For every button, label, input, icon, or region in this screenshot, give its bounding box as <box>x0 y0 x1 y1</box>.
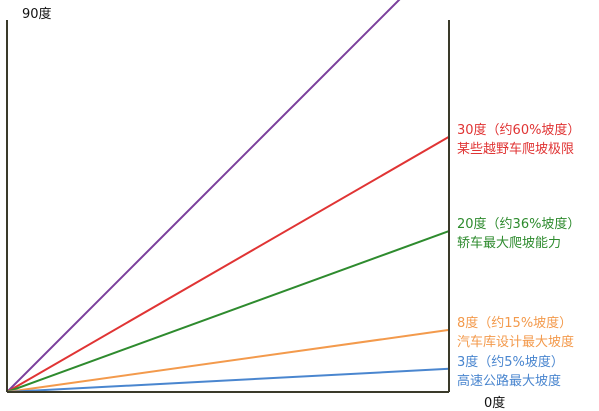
slope-label-20deg-line1: 20度（约36%坡度） <box>457 216 580 232</box>
slope-line-30deg <box>6 135 450 393</box>
slope-label-8deg-line2: 汽车库设计最大坡度 <box>457 334 574 350</box>
slope-label-20deg-line2: 轿车最大爬坡能力 <box>457 235 561 251</box>
top-axis-label: 90度 <box>22 7 52 22</box>
slope-line-8deg <box>6 328 450 393</box>
slope-label-8deg-line1: 8度（约15%坡度） <box>457 315 572 331</box>
slope-line-3deg <box>6 367 450 393</box>
bottom-axis-label: 0度 <box>484 396 506 411</box>
slope-label-30deg-line1: 30度（约60%坡度） <box>457 122 580 138</box>
slope-label-3deg-line2: 高速公路最大坡度 <box>457 373 561 389</box>
slope-label-30deg-line2: 某些越野车爬坡极限 <box>457 141 574 157</box>
slope-line-45deg <box>6 0 401 393</box>
slope-label-3deg-line1: 3度（约5%坡度） <box>457 354 564 370</box>
slope-line-20deg <box>6 230 450 393</box>
